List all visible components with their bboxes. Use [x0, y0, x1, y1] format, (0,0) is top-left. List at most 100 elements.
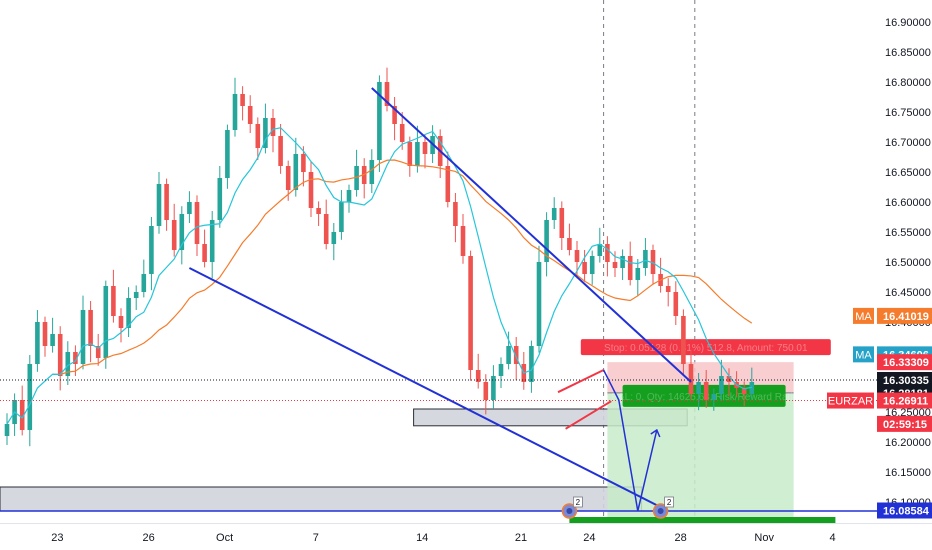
price-label-prefix: MA	[855, 311, 872, 323]
price-tick-label: 16.20000	[885, 437, 931, 449]
candle-body	[179, 214, 185, 250]
candle-body	[726, 376, 732, 382]
ma-slow-line	[52, 159, 753, 376]
candle-body	[643, 250, 648, 268]
candle-body	[567, 238, 572, 250]
price-tick-label: 16.15000	[885, 467, 931, 479]
arrow-head	[650, 428, 661, 438]
candle-body	[407, 142, 413, 166]
price-tick-label: 16.50000	[885, 257, 931, 269]
time-axis-bg	[0, 524, 932, 550]
candle-body	[35, 322, 40, 364]
candle-body	[498, 364, 504, 376]
price-label-box	[877, 502, 932, 519]
candle-body	[559, 208, 565, 238]
position-tool[interactable]: Stop: 0.05128 (0.31%) 512.8, Amount: 750…	[569, 339, 836, 525]
time-tick-label: 28	[674, 532, 686, 544]
candle-body	[529, 346, 534, 382]
candle-body	[149, 226, 154, 274]
candle-body	[468, 256, 473, 370]
candle-body	[415, 142, 420, 166]
candle-body	[103, 286, 109, 358]
candle-body	[65, 352, 71, 376]
candle-body	[536, 262, 542, 346]
candle-body	[88, 310, 93, 346]
price-tick-label: 16.85000	[885, 47, 931, 59]
candle-body	[247, 106, 253, 124]
candle-body	[475, 370, 481, 382]
candle-body	[156, 184, 162, 226]
candle-body	[171, 220, 177, 250]
candle-body	[293, 154, 299, 190]
price-label: 16.08584	[883, 505, 930, 517]
candle-body	[369, 160, 375, 184]
price-label-prefix-box	[853, 307, 874, 324]
candle-body	[696, 382, 701, 394]
channel-upper-line	[371, 87, 692, 383]
target-bar	[569, 517, 836, 525]
candle-body	[513, 346, 519, 364]
candle-body	[202, 244, 207, 262]
price-tick-label: 16.45000	[885, 287, 931, 299]
wedge-lower	[565, 400, 612, 430]
candle-body	[551, 208, 557, 220]
candle-body	[574, 250, 580, 262]
event-count-box	[573, 496, 583, 508]
candle-body	[597, 244, 603, 256]
price-label-box	[877, 354, 932, 371]
candle-body	[703, 382, 709, 400]
price-label: 16.26911	[883, 396, 928, 408]
candle-body	[217, 178, 223, 220]
price-label: 02:59:15	[883, 419, 927, 431]
price-label-box	[877, 415, 932, 432]
support-zone	[0, 486, 643, 512]
candle-body	[323, 214, 329, 244]
time-tick-label: 4	[830, 532, 836, 544]
candle-body	[392, 106, 397, 124]
candle-body	[141, 274, 147, 292]
moving-averages	[6, 127, 753, 425]
wedge-upper	[557, 369, 605, 394]
candle-body	[635, 268, 641, 280]
candle-body	[605, 244, 610, 262]
candle-body	[301, 154, 306, 172]
time-tick-label: Oct	[216, 532, 233, 544]
candle-body	[308, 172, 314, 208]
candle-body	[19, 400, 25, 430]
time-tick-label: 24	[583, 532, 595, 544]
price-label-prefix-box	[827, 392, 874, 409]
price-label-box	[877, 307, 932, 324]
candle-body	[194, 202, 200, 244]
candle-body	[681, 316, 686, 364]
candle-body	[741, 388, 747, 394]
time-axis: 23 26 Oct 7 14 21 24 28 Nov 4	[0, 523, 932, 550]
candle-body	[612, 262, 618, 268]
candle-body	[316, 208, 321, 214]
event-count: 2	[667, 498, 672, 507]
candle-body	[688, 364, 694, 394]
candles-layer	[4, 67, 755, 447]
candle-body	[719, 376, 724, 394]
candle-body	[749, 382, 755, 394]
candle-body	[384, 82, 390, 106]
time-tick-label: 26	[142, 532, 154, 544]
price-tick-label: 16.90000	[885, 17, 931, 29]
candle-body	[506, 346, 511, 364]
candle-body	[270, 118, 276, 136]
target-label: Open P&L: 0, Qty: 14625.68, Risk/Reward …	[584, 392, 823, 403]
candle-body	[589, 256, 595, 274]
candle-body	[620, 256, 625, 268]
candle-body	[50, 334, 55, 346]
candle-body	[483, 382, 489, 400]
stop-label: Stop: 0.05128 (0.31%) 512.8, Amount: 750…	[604, 343, 808, 354]
candle-body	[255, 124, 261, 148]
candle-body	[460, 226, 466, 256]
candle-body	[445, 166, 451, 202]
stop-label-box	[580, 339, 831, 356]
candle-body	[422, 142, 428, 154]
candle-body	[673, 292, 679, 316]
candle-body	[582, 262, 587, 274]
price-label-prefix-box	[853, 346, 874, 363]
candle-body	[453, 202, 458, 226]
